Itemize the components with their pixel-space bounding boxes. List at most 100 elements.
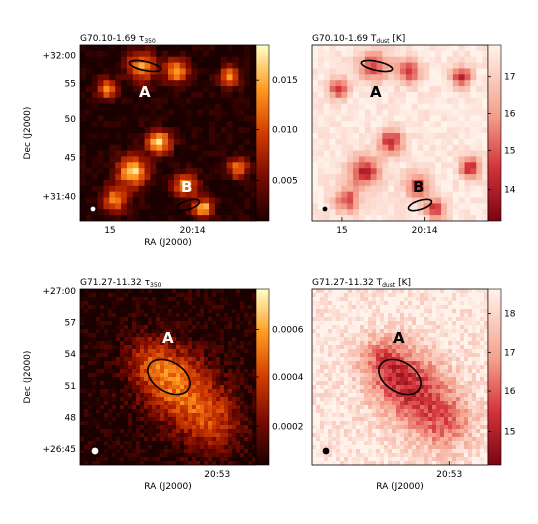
map-pixel	[404, 321, 409, 326]
map-pixel	[208, 417, 213, 422]
map-pixel	[152, 293, 157, 298]
map-pixel	[224, 405, 229, 410]
map-pixel	[98, 168, 104, 174]
map-pixel	[432, 293, 437, 298]
map-pixel	[444, 349, 449, 354]
map-pixel	[472, 325, 477, 330]
map-pixel	[460, 365, 465, 370]
map-pixel	[244, 203, 250, 209]
map-pixel	[232, 349, 237, 354]
map-pixel	[248, 413, 253, 418]
map-pixel	[236, 389, 241, 394]
map-pixel	[116, 457, 121, 462]
map-pixel	[88, 361, 93, 366]
map-pixel	[186, 51, 192, 57]
map-pixel	[204, 429, 209, 434]
map-pixel	[429, 57, 435, 63]
map-pixel	[238, 139, 244, 145]
map-pixel	[436, 385, 441, 390]
map-pixel	[476, 365, 481, 370]
map-pixel	[84, 437, 89, 442]
map-pixel	[156, 133, 162, 139]
map-pixel	[238, 145, 244, 151]
map-pixel	[212, 325, 217, 330]
map-pixel	[200, 389, 205, 394]
map-pixel	[160, 445, 165, 450]
map-pixel	[335, 74, 341, 80]
map-pixel	[96, 429, 101, 434]
map-pixel	[220, 377, 225, 382]
map-pixel	[429, 168, 435, 174]
map-pixel	[92, 133, 98, 139]
map-pixel	[124, 325, 129, 330]
map-pixel	[444, 365, 449, 370]
map-pixel	[352, 385, 357, 390]
map-pixel	[224, 305, 229, 310]
map-pixel	[330, 63, 336, 69]
map-pixel	[227, 174, 233, 180]
map-pixel	[192, 289, 197, 294]
map-pixel	[472, 321, 477, 326]
map-pixel	[312, 139, 318, 145]
map-pixel	[368, 365, 373, 370]
map-pixel	[400, 174, 406, 180]
map-pixel	[476, 301, 481, 306]
map-pixel	[209, 209, 215, 215]
map-pixel	[441, 63, 447, 69]
map-pixel	[444, 345, 449, 350]
map-pixel	[168, 425, 173, 430]
map-pixel	[145, 203, 151, 209]
map-pixel	[348, 289, 353, 294]
map-pixel	[96, 321, 101, 326]
map-pixel	[368, 393, 373, 398]
map-pixel	[209, 86, 215, 92]
map-pixel	[150, 186, 156, 192]
map-pixel	[464, 321, 469, 326]
map-pixel	[236, 325, 241, 330]
map-pixel	[364, 389, 369, 394]
map-pixel	[312, 186, 318, 192]
map-pixel	[96, 417, 101, 422]
map-pixel	[168, 377, 173, 382]
map-pixel	[388, 321, 393, 326]
map-pixel	[100, 413, 105, 418]
map-pixel	[172, 293, 177, 298]
map-pixel	[156, 139, 162, 145]
map-pixel	[332, 321, 337, 326]
map-pixel	[84, 373, 89, 378]
map-pixel	[84, 317, 89, 322]
map-pixel	[86, 186, 92, 192]
map-pixel	[208, 429, 213, 434]
map-pixel	[368, 289, 373, 294]
colorbar-tick-label: 15	[504, 147, 515, 157]
map-pixel	[377, 145, 383, 151]
map-pixel	[447, 162, 453, 168]
map-pixel	[368, 297, 373, 302]
map-pixel	[132, 457, 137, 462]
map-pixel	[133, 121, 139, 127]
map-pixel	[144, 457, 149, 462]
map-pixel	[174, 180, 180, 186]
map-pixel	[136, 389, 141, 394]
map-pixel	[408, 289, 413, 294]
map-pixel	[465, 115, 471, 121]
map-pixel	[388, 203, 394, 209]
map-pixel	[470, 133, 476, 139]
map-pixel	[348, 325, 353, 330]
map-pixel	[365, 156, 371, 162]
map-pixel	[456, 297, 461, 302]
map-pixel	[364, 345, 369, 350]
map-pixel	[453, 63, 459, 69]
map-pixel	[108, 433, 113, 438]
map-pixel	[244, 151, 250, 157]
map-pixel	[103, 168, 109, 174]
map-pixel	[444, 337, 449, 342]
map-pixel	[180, 373, 185, 378]
map-pixel	[108, 293, 113, 298]
map-pixel	[428, 325, 433, 330]
map-pixel	[227, 45, 233, 51]
map-pixel	[164, 441, 169, 446]
map-pixel	[100, 345, 105, 350]
map-pixel	[448, 385, 453, 390]
map-pixel	[120, 361, 125, 366]
